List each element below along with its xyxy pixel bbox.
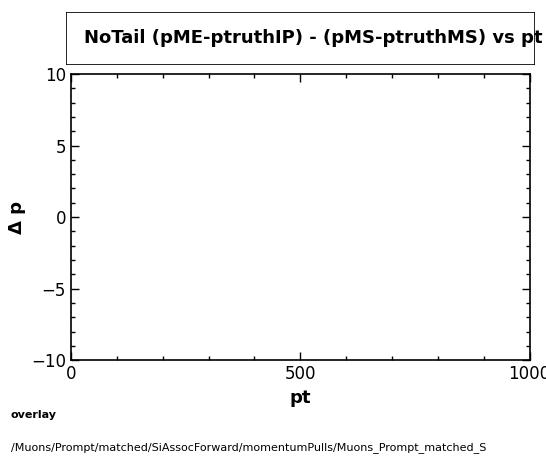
Text: overlay: overlay: [11, 410, 57, 420]
X-axis label: pt: pt: [289, 389, 311, 407]
Text: NoTail (pME-ptruthIP) - (pMS-ptruthMS) vs pt: NoTail (pME-ptruthIP) - (pMS-ptruthMS) v…: [84, 29, 543, 47]
Y-axis label: Δ p: Δ p: [8, 201, 26, 234]
Text: /Muons/Prompt/matched/SiAssocForward/momentumPulls/Muons_Prompt_matched_S: /Muons/Prompt/matched/SiAssocForward/mom…: [11, 442, 486, 453]
FancyBboxPatch shape: [66, 12, 535, 65]
